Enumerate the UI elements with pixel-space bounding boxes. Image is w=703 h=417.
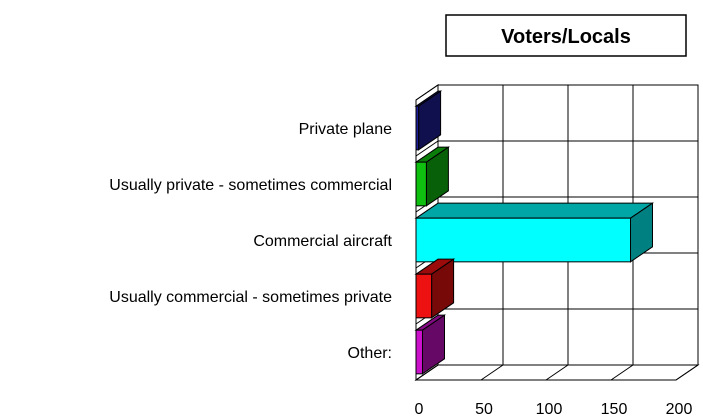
- category-label: Private plane: [299, 121, 392, 138]
- x-tick-label: 0: [415, 401, 424, 417]
- side-gridline: [415, 364, 439, 381]
- category-label: Usually private - sometimes commercial: [109, 177, 392, 194]
- x-tick-label: 100: [536, 401, 563, 417]
- bar-front: [415, 105, 420, 151]
- floor-gridline: [480, 364, 504, 381]
- bar-front: [415, 273, 433, 319]
- bar: [414, 258, 456, 319]
- chart-title: Voters/Locals: [501, 26, 631, 48]
- bar-front: [415, 329, 423, 375]
- chart-bars: [414, 90, 655, 375]
- side-gridline: [415, 84, 439, 101]
- x-tick-label: 150: [601, 401, 628, 417]
- bar: [414, 314, 447, 375]
- x-tick-label: 200: [666, 401, 693, 417]
- floor-gridline: [675, 364, 699, 381]
- category-label: Other:: [348, 345, 392, 362]
- floor-gridline: [545, 364, 569, 381]
- chart-title-box: Voters/Locals: [445, 14, 687, 57]
- floor-gridline: [610, 364, 634, 381]
- x-tick-label: 50: [475, 401, 493, 417]
- category-labels: Private plane Usually private - sometimes…: [109, 121, 392, 362]
- bar: [414, 90, 443, 151]
- bar: [414, 202, 655, 263]
- side-gridline: [415, 140, 439, 157]
- bar-front: [415, 161, 427, 207]
- title-frame: [445, 14, 687, 57]
- category-label: Usually commercial - sometimes private: [109, 289, 392, 306]
- x-tick-labels: 0 50 100 150 200: [415, 401, 693, 417]
- category-label: Commercial aircraft: [253, 233, 392, 250]
- bar-front: [415, 217, 631, 263]
- bar-top: [414, 202, 655, 219]
- bar: [414, 146, 451, 207]
